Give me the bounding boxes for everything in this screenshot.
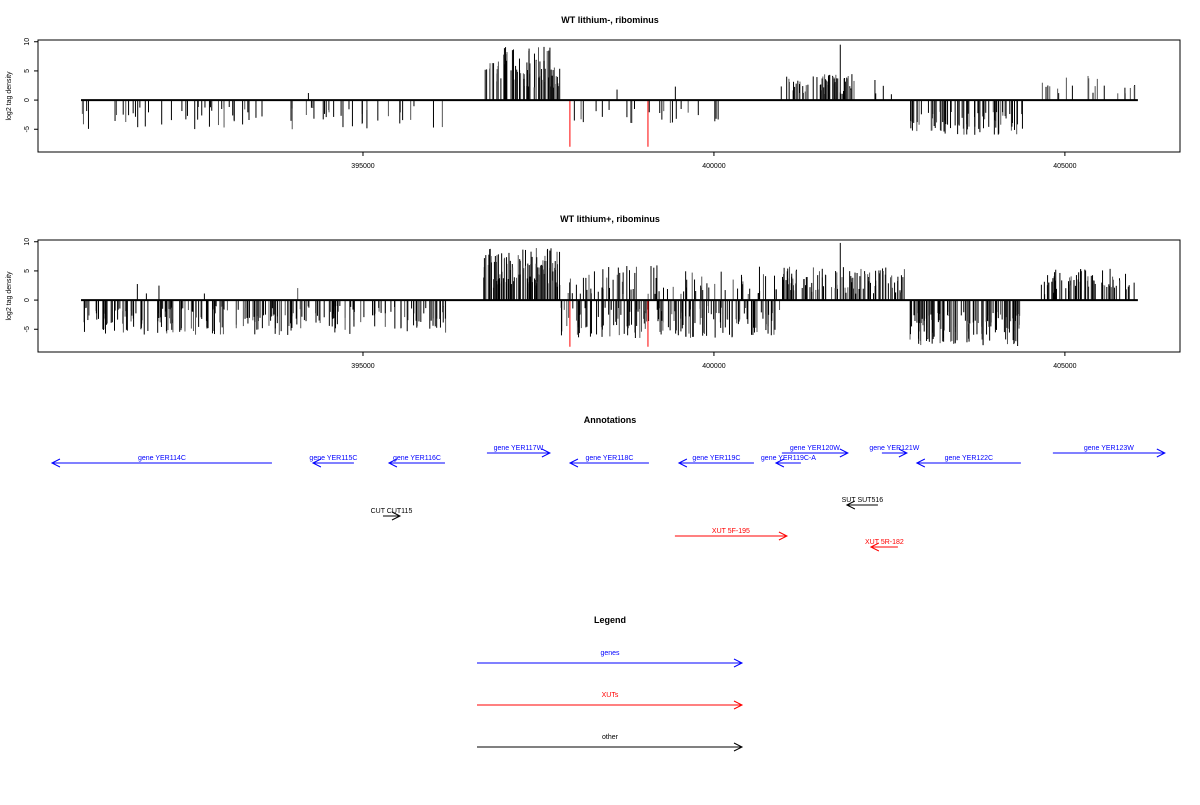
y-tick-label: 10 [24,38,31,46]
annotations-title: Annotations [584,415,637,425]
feature-label: gene YER120W [790,445,840,452]
arrowhead-icon [733,658,744,668]
arrowhead-icon [311,458,322,468]
x-tick-label: 400000 [702,363,725,370]
arrowhead-icon [915,458,926,468]
feature-label: XUT 5F-195 [712,528,750,535]
feature-label: gene YER115C [309,455,357,462]
feature-label: SUT SUT516 [842,497,884,504]
arrowhead-icon [568,458,579,468]
feature-label: gene YER119C [692,455,740,462]
arrowhead-icon [839,448,849,458]
y-tick-label: -5 [24,126,31,132]
arrowhead-icon [869,542,880,552]
legend-title: Legend [594,615,626,625]
legend-label: genes [600,650,620,657]
feature-label: gene YER119C-A [761,455,816,462]
arrowhead-icon [845,500,856,510]
arrowhead-icon [733,742,744,752]
y-tick-label: 0 [24,298,31,302]
feature-label: gene YER117W [494,445,544,452]
panel-title: WT lithium-, ribominus [561,15,659,25]
x-tick-label: 395000 [351,163,374,170]
x-tick-label: 405000 [1053,363,1076,370]
y-tick-label: 0 [24,98,31,102]
panel-lithium-plus: WT lithium+, ribominus log2 tag density … [6,214,1181,370]
feature-label: gene YER118C [585,455,633,462]
y-tick-label: -5 [24,326,31,332]
y-tick-label: 5 [24,69,31,73]
plot-frame [37,39,1181,153]
y-tick-label: 10 [24,238,31,246]
feature-label: gene YER114C [138,455,186,462]
legend-label: XUTs [602,692,619,699]
arrowhead-icon [541,448,552,458]
plot-frame [37,239,1181,353]
y-axis-label: log2 tag density [6,71,13,121]
arrowhead-icon [387,458,398,468]
arrowhead-icon [774,458,785,468]
x-tick-label: 405000 [1053,163,1076,170]
y-tick-label: 5 [24,269,31,273]
x-tick-label: 400000 [702,163,725,170]
arrowhead-icon [733,700,744,710]
feature-label: gene YER123W [1084,445,1134,452]
feature-label: gene YER121W [869,445,919,452]
arrowhead-icon [778,531,789,541]
arrowhead-icon [391,511,402,521]
legend-label: other [602,734,619,741]
arrowhead-icon [50,458,61,468]
feature-label: gene YER122C [945,455,994,462]
legend: Legend genes XUTs other [477,615,744,752]
feature-label: CUT CUT115 [371,508,413,515]
panel-lithium-minus: WT lithium-, ribominus log2 tag density … [6,15,1181,170]
arrowhead-icon [1156,448,1166,458]
arrowhead-icon [898,448,909,458]
feature-label: XUT 5R-182 [865,539,904,546]
panel-title: WT lithium+, ribominus [560,214,660,224]
annotations-panel: Annotations gene YER114C gene YER115C gene… [50,415,1166,552]
arrowhead-icon [677,458,688,468]
x-tick-label: 395000 [351,363,374,370]
feature-label: gene YER116C [393,455,441,462]
y-axis-label: log2 tag density [6,271,13,321]
